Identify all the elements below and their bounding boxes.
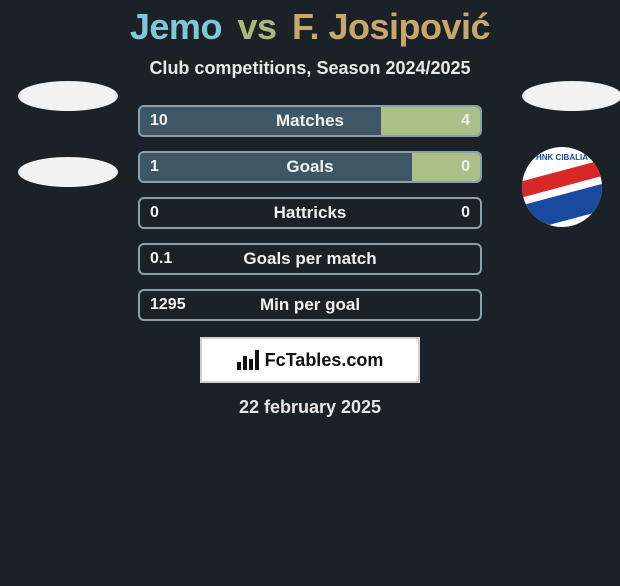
date-label: 22 february 2025 <box>0 397 620 418</box>
stat-label: Min per goal <box>140 291 480 319</box>
stat-row: 10 Matches 4 <box>0 107 620 135</box>
player1-name: Jemo <box>130 6 222 47</box>
stat-bar-hattricks: 0 Hattricks 0 <box>138 197 482 229</box>
stat-value-right: 0 <box>461 199 470 227</box>
stat-value-right: 0 <box>461 153 470 181</box>
brand-text: FcTables.com <box>265 350 384 371</box>
stat-row: 0 Hattricks 0 <box>0 199 620 227</box>
comparison-title: Jemo vs F. Josipović <box>0 6 620 48</box>
vs-label: vs <box>237 6 276 47</box>
stat-value-right: 4 <box>461 107 470 135</box>
stat-label: Matches <box>140 107 480 135</box>
badge-text: HNK CIBALIA <box>522 153 602 162</box>
stat-row: 0.1 Goals per match <box>0 245 620 273</box>
stat-label: Goals per match <box>140 245 480 273</box>
stats-rows: 10 Matches 4 1 Goals 0 HNK CIBALIA <box>0 107 620 319</box>
stat-bar-gpm: 0.1 Goals per match <box>138 243 482 275</box>
stat-row: 1295 Min per goal <box>0 291 620 319</box>
avatar-placeholder-icon <box>18 157 118 187</box>
avatar-placeholder-icon <box>522 81 620 111</box>
stat-label: Goals <box>140 153 480 181</box>
avatar-placeholder-icon <box>18 81 118 111</box>
subtitle: Club competitions, Season 2024/2025 <box>0 58 620 79</box>
player2-name: F. Josipović <box>292 6 490 47</box>
brand-box: FcTables.com <box>200 337 420 383</box>
stat-label: Hattricks <box>140 199 480 227</box>
stat-bar-mpg: 1295 Min per goal <box>138 289 482 321</box>
bar-chart-icon <box>237 350 259 370</box>
stat-bar-matches: 10 Matches 4 <box>138 105 482 137</box>
stat-bar-goals: 1 Goals 0 <box>138 151 482 183</box>
stat-row: 1 Goals 0 HNK CIBALIA <box>0 153 620 181</box>
